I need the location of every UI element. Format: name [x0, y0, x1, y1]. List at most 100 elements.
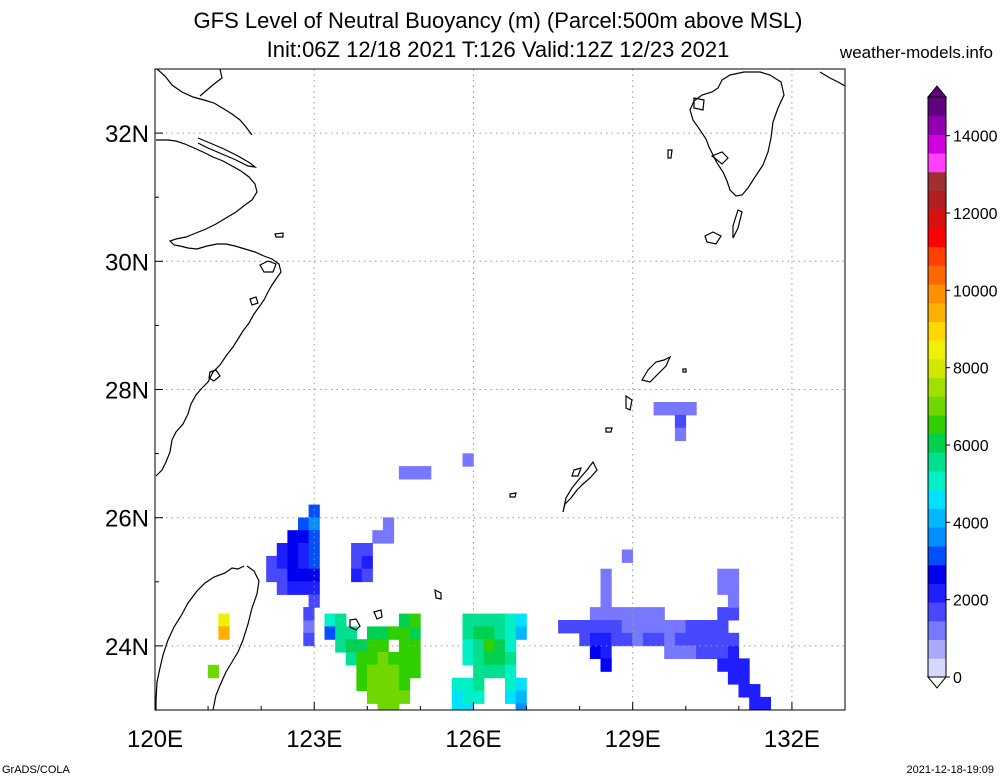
coastline-taiwan — [155, 565, 260, 710]
heatmap-cell — [298, 555, 310, 570]
colorbar-tick-label: 0 — [953, 670, 962, 687]
colorbar-segment — [928, 508, 946, 528]
heatmap-cell — [717, 645, 729, 659]
colorbar-segment — [928, 358, 946, 379]
heatmap-cell — [462, 453, 474, 467]
colorbar-segment — [928, 433, 946, 453]
heatmap-cell — [621, 620, 633, 634]
heatmap-cell — [377, 664, 389, 679]
colorbar-segment — [928, 564, 946, 584]
heatmap-cell — [298, 581, 310, 595]
x-tick-label: 129E — [605, 726, 661, 753]
heatmap-cell — [727, 645, 740, 659]
heatmap-cell — [351, 568, 363, 583]
heatmap-cell — [377, 677, 389, 692]
heatmap-cell — [382, 530, 395, 544]
colorbar-tick-label: 2000 — [953, 593, 989, 610]
colorbar-segment — [928, 153, 946, 173]
heatmap-cell — [738, 671, 750, 685]
heatmap-cell — [377, 652, 389, 666]
colorbar-tick-label: 12000 — [953, 206, 998, 223]
heatmap-cell — [727, 607, 740, 621]
heatmap-cell — [674, 645, 687, 659]
china-north-coast — [156, 69, 253, 136]
heatmap-cell — [589, 607, 602, 621]
grid-lines — [155, 69, 845, 710]
heatmap-cell — [308, 581, 320, 595]
colorbar-segment — [928, 396, 946, 416]
heatmap-cell — [653, 402, 665, 416]
heatmap-cell — [303, 632, 315, 647]
heatmap-cell — [308, 594, 320, 608]
heatmap-cell — [266, 568, 278, 583]
heatmap-cell — [600, 581, 612, 595]
coastline-china — [155, 139, 282, 477]
heatmap-cell — [600, 658, 612, 672]
heatmap-cell — [420, 466, 432, 480]
colorbar-segment — [928, 171, 946, 191]
heatmap-cells — [207, 402, 771, 710]
heatmap-cell — [664, 632, 676, 647]
heatmap-cell — [717, 607, 729, 621]
heatmap-cell — [505, 639, 517, 653]
heatmap-cell — [717, 658, 729, 672]
islands-china — [208, 232, 284, 382]
heatmap-cell — [462, 639, 474, 653]
heatmap-cell — [356, 652, 368, 666]
islands-kyushu — [667, 71, 845, 245]
colorbar-tick-label: 14000 — [953, 129, 998, 146]
heatmap-cell — [600, 620, 612, 634]
heatmap-cell — [377, 690, 389, 704]
colorbar-frame — [927, 96, 947, 678]
heatmap-cell — [367, 652, 379, 666]
colorbar-tick-label: 4000 — [953, 515, 989, 532]
island-okinawa — [562, 460, 598, 513]
heatmap-cell — [494, 613, 506, 627]
heatmap-cell — [308, 517, 320, 531]
coastlines — [155, 69, 845, 710]
y-tick-label: 28N — [105, 378, 149, 405]
heatmap-cell — [664, 645, 676, 659]
heatmap-cell — [632, 620, 644, 634]
heatmap-cell — [494, 664, 506, 679]
heatmap-cell — [451, 703, 464, 710]
heatmap-cell — [287, 581, 299, 595]
x-tick-label: 132E — [764, 726, 820, 753]
colorbar-segment — [928, 377, 946, 397]
colorbar-segment — [928, 471, 946, 491]
heatmap-cell — [483, 652, 495, 666]
heatmap-cell — [600, 594, 612, 608]
heatmap-cell — [218, 626, 230, 640]
heatmap-cell — [388, 677, 400, 692]
heatmap-cell — [685, 632, 697, 647]
y-tick-label: 32N — [105, 121, 149, 148]
heatmap-cell — [398, 626, 411, 640]
heatmap-cell — [388, 690, 400, 704]
heatmap-cell — [515, 626, 527, 640]
heatmap-cell — [483, 626, 495, 640]
heatmap-cell — [483, 664, 495, 679]
heatmap-cell — [298, 530, 310, 544]
heatmap-cell — [377, 703, 389, 710]
heatmap-cell — [287, 530, 299, 544]
colorbar-tick-label: 10000 — [953, 283, 998, 300]
heatmap-cell — [727, 594, 740, 608]
heatmap-cell — [643, 620, 655, 634]
heatmap-cell — [473, 626, 485, 640]
heatmap-cell — [351, 555, 363, 570]
heatmap-cell — [727, 671, 740, 685]
colorbar-segment — [928, 658, 946, 678]
heatmap-cell — [303, 607, 315, 621]
heatmap-cell — [345, 652, 357, 666]
heatmap-cell — [367, 677, 379, 692]
heatmap-cell — [674, 632, 687, 647]
heatmap-cell — [696, 632, 708, 647]
heatmap-cell — [388, 703, 400, 710]
colorbar-segment — [928, 265, 946, 285]
colorbar-segment — [928, 134, 946, 154]
heatmap-cell — [505, 677, 517, 692]
heatmap-cell — [356, 664, 368, 679]
colorbar-max-arrow — [926, 85, 948, 98]
heatmap-cell — [505, 664, 517, 679]
heatmap-cell — [388, 652, 400, 666]
